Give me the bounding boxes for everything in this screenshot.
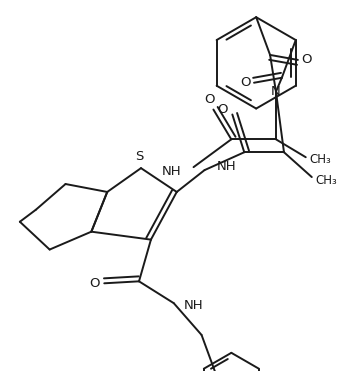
Text: S: S [135,150,143,163]
Text: NH: NH [162,164,182,177]
Text: O: O [204,93,215,106]
Text: N: N [271,85,281,98]
Text: O: O [217,103,228,116]
Text: O: O [240,76,250,89]
Text: CH₃: CH₃ [310,153,331,166]
Text: NH: NH [184,299,203,312]
Text: O: O [302,54,312,66]
Text: CH₃: CH₃ [316,174,338,186]
Text: NH: NH [216,160,236,173]
Text: O: O [89,277,100,290]
